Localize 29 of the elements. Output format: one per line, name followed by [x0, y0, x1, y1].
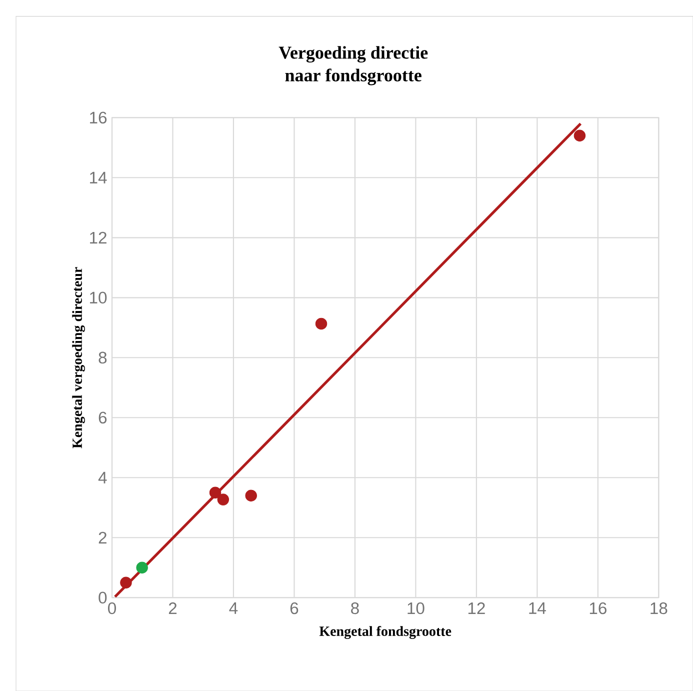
y-tick-label: 12: [90, 232, 106, 244]
point: [574, 130, 586, 142]
point: [136, 562, 148, 574]
x-tick-label: 14: [529, 602, 546, 614]
y-tick-label: 14: [90, 172, 107, 184]
y-tick-label: 10: [90, 292, 107, 304]
y-tick-label: 2: [98, 532, 106, 544]
x-axis-title: Kengetal fondsgrootte: [319, 626, 452, 639]
x-tick-label: 6: [290, 602, 298, 614]
y-tick-label: 4: [98, 472, 107, 484]
x-tick-label: 10: [408, 602, 424, 614]
x-tick-label: 0: [108, 602, 116, 614]
point: [245, 490, 257, 502]
x-tick-label: 2: [168, 602, 177, 614]
y-tick-label: 6: [98, 412, 107, 424]
x-tick-label: 12: [468, 602, 485, 614]
point: [315, 318, 328, 330]
chart-title: Vergoeding directie naar fondsgrootte: [278, 46, 428, 86]
point: [120, 576, 132, 589]
y-tick-label: 8: [98, 352, 107, 364]
point: [217, 494, 230, 506]
point: [209, 486, 222, 499]
y-tick-label: 0: [98, 592, 107, 604]
x-tick-label: 8: [351, 602, 359, 614]
x-tick-label: 16: [590, 602, 606, 614]
y-axis-title: Kengetal vergoeding directeur: [72, 267, 85, 448]
x-tick-label: 18: [650, 602, 668, 614]
y-tick-label: 16: [90, 112, 107, 124]
x-tick-label: 4: [229, 602, 238, 614]
